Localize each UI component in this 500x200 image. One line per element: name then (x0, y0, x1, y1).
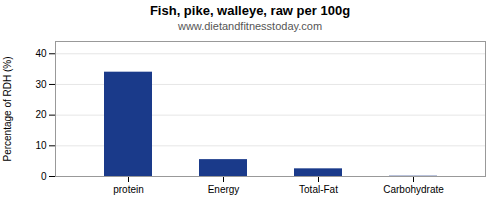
svg-text:Percentage of RDH (%): Percentage of RDH (%) (2, 56, 13, 161)
svg-text:10: 10 (35, 140, 47, 151)
svg-text:20: 20 (35, 109, 47, 120)
html-text:Fish, pike, walleye, raw per 1: Fish, pike, walleye, raw per 100g (149, 3, 351, 18)
svg-text:0: 0 (41, 171, 47, 182)
svg-text:Carbohydrate: Carbohydrate (383, 184, 444, 195)
svg-text:30: 30 (35, 79, 47, 90)
svg-text:40: 40 (35, 48, 47, 59)
svg-text:Total-Fat: Total-Fat (299, 184, 338, 195)
html-text:www.dietandfitnesstoday.com: www.dietandfitnesstoday.com (178, 20, 322, 32)
svg-text:protein: protein (113, 184, 144, 195)
svg-text:Energy: Energy (208, 184, 240, 195)
